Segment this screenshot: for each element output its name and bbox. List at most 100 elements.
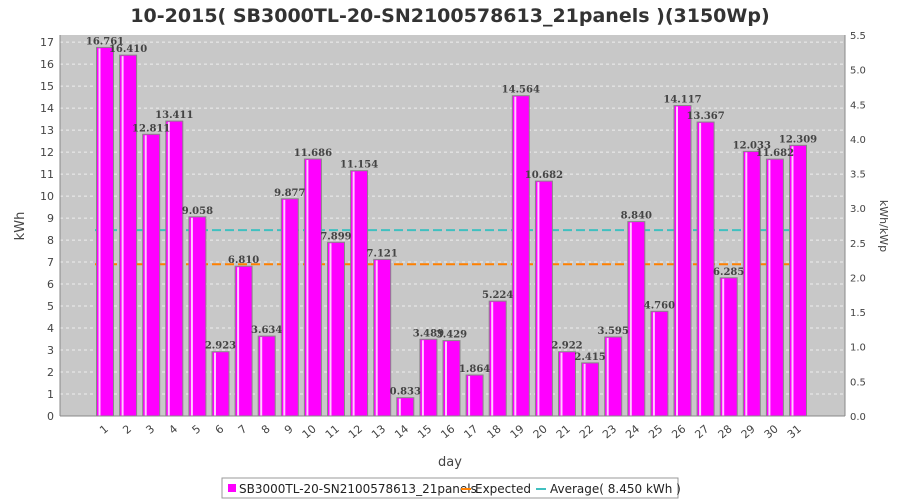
x-tick-label: 31	[785, 422, 804, 441]
y2-tick-label: 3.5	[850, 170, 866, 181]
y-tick-label: 2	[47, 366, 54, 379]
y-tick-label: 8	[47, 234, 54, 247]
y-tick-label: 17	[40, 36, 54, 49]
x-tick-label: 25	[646, 422, 665, 441]
data-label: 8.840	[621, 211, 652, 222]
bar-highlight	[652, 312, 655, 416]
legend-series: SB3000TL-20-SN2100578613_21panels	[239, 482, 477, 496]
legend-expected: Expected	[475, 482, 531, 496]
data-label: 7.121	[367, 248, 398, 259]
x-tick-label: 26	[669, 422, 688, 441]
x-tick-label: 2	[120, 422, 134, 436]
bar-highlight	[560, 352, 563, 416]
bar-highlight	[606, 337, 609, 416]
x-tick-label: 1	[97, 422, 111, 436]
y2-tick-label: 2.5	[850, 239, 866, 250]
data-label: 9.058	[182, 206, 213, 217]
data-label: 14.117	[663, 95, 701, 106]
x-tick-label: 3	[143, 422, 157, 436]
y2-tick-label: 0.5	[850, 377, 866, 388]
data-label: 11.682	[756, 148, 794, 159]
data-label: 7.899	[320, 231, 351, 242]
y-tick-label: 1	[47, 388, 54, 401]
y2-tick-label: 2.0	[850, 273, 866, 284]
y-tick-label: 10	[40, 190, 54, 203]
data-label: 9.877	[274, 188, 305, 199]
bar-highlight	[214, 352, 216, 416]
y2-tick-label: 5.0	[850, 66, 866, 77]
legend-swatch-series	[228, 484, 236, 492]
y-tick-label: 0	[47, 410, 54, 423]
chart-title: 10-2015( SB3000TL-20-SN2100578613_21pane…	[130, 5, 769, 27]
y-tick-label: 5	[47, 300, 54, 313]
bar-highlight	[676, 106, 678, 417]
y2-tick-label: 4.0	[850, 135, 866, 146]
y-tick-label: 16	[40, 58, 54, 71]
data-label: 10.682	[525, 170, 563, 181]
y-tick-label: 13	[40, 124, 54, 137]
bar-highlight	[306, 160, 309, 416]
y-tick-label: 14	[40, 102, 54, 115]
data-label: 5.224	[482, 290, 513, 301]
data-label: 1.864	[459, 364, 490, 375]
bar-highlight	[144, 135, 147, 416]
y-tick-label: 6	[47, 278, 54, 291]
x-tick-label: 23	[600, 422, 619, 441]
x-tick-label: 20	[531, 422, 550, 441]
bar-highlight	[514, 96, 517, 417]
bar-highlight	[745, 152, 748, 417]
data-label: 12.811	[132, 123, 170, 134]
data-label: 2.415	[574, 352, 605, 363]
bar-highlight	[468, 376, 471, 416]
bar-highlight	[398, 398, 401, 416]
bar-highlight	[260, 337, 263, 416]
bar-highlight	[491, 302, 494, 416]
data-label: 12.309	[779, 134, 817, 145]
y-tick-label: 15	[40, 80, 54, 93]
bar-highlight	[768, 160, 771, 416]
x-tick-label: 11	[323, 422, 342, 441]
x-axis-label: day	[438, 455, 462, 470]
x-tick-label: 29	[739, 422, 758, 441]
data-label: 16.410	[109, 44, 147, 55]
data-label: 11.154	[340, 160, 378, 171]
x-tick-label: 28	[716, 422, 735, 441]
x-tick-label: 9	[282, 422, 296, 436]
data-label: 11.686	[294, 148, 332, 159]
bar-highlight	[583, 363, 586, 416]
data-label: 6.285	[713, 267, 744, 278]
bar-highlight	[121, 56, 124, 417]
y-tick-label: 3	[47, 344, 54, 357]
x-tick-label: 8	[259, 422, 273, 436]
data-label: 0.833	[390, 387, 421, 398]
bar-highlight	[791, 146, 794, 416]
x-tick-label: 4	[167, 422, 181, 436]
data-label: 13.367	[686, 111, 724, 122]
x-tick-label: 13	[369, 422, 388, 441]
y2-tick-label: 5.5	[850, 31, 866, 42]
bar-highlight	[98, 48, 101, 417]
y2-tick-label: 4.5	[850, 100, 866, 111]
bar-highlight	[375, 260, 378, 416]
data-label: 2.922	[551, 341, 582, 352]
data-label: 13.411	[155, 110, 193, 121]
y2-tick-label: 1.0	[850, 343, 866, 354]
x-tick-label: 17	[461, 422, 480, 441]
legend: SB3000TL-20-SN2100578613_21panels Expect…	[221, 477, 681, 499]
data-label: 4.760	[644, 300, 675, 311]
y-tick-label: 11	[40, 168, 54, 181]
x-tick-label: 30	[762, 422, 781, 441]
x-tick-label: 24	[623, 422, 642, 441]
y2-tick-label: 1.5	[850, 308, 866, 319]
y-tick-label: 7	[47, 256, 54, 269]
y-tick-label: 4	[47, 322, 54, 335]
x-tick-label: 5	[190, 422, 204, 436]
x-tick-label: 16	[438, 422, 457, 441]
x-tick-label: 10	[300, 422, 319, 441]
data-label: 16.761	[86, 36, 124, 47]
data-label: 3.634	[251, 325, 282, 336]
bar-highlight	[445, 341, 447, 416]
x-tick-label: 7	[236, 422, 250, 436]
x-tick-label: 22	[577, 422, 596, 441]
